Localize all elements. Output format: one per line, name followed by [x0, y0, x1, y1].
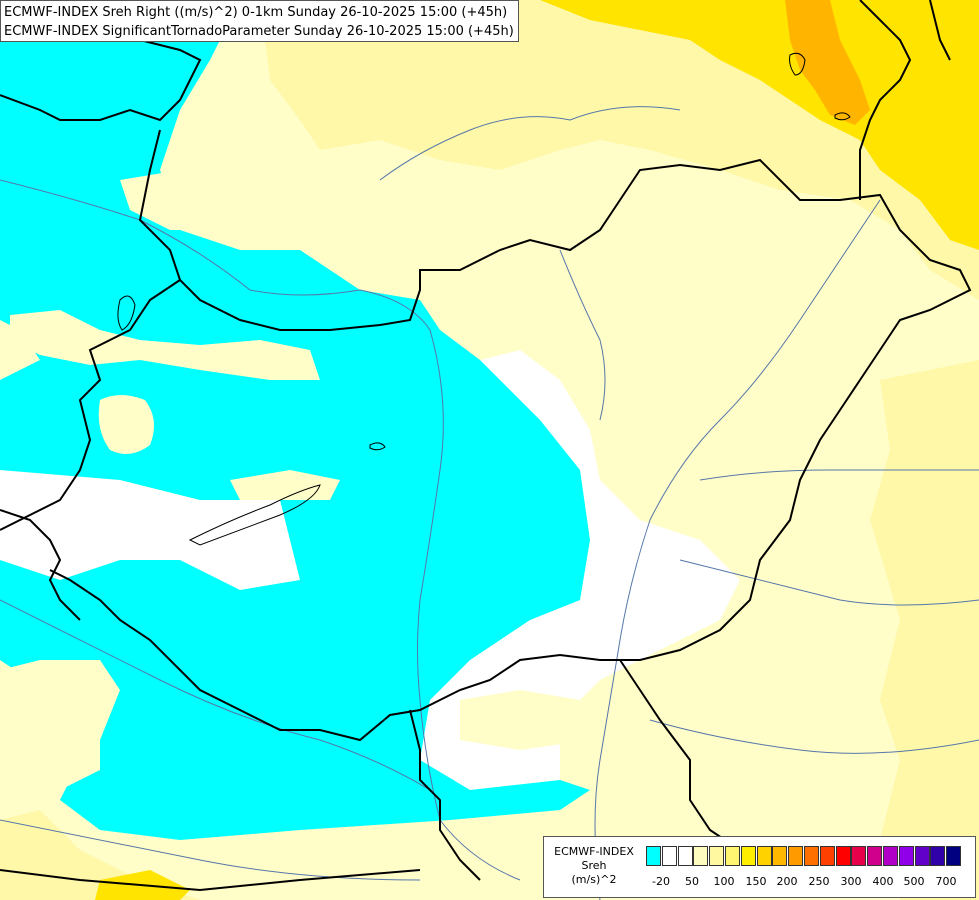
legend-swatch: [898, 846, 914, 866]
lake-small-center: [369, 442, 386, 451]
legend-swatch: [709, 846, 725, 866]
legend-tick-label: 300: [840, 875, 862, 888]
river-sava: [0, 819, 421, 881]
river-mures: [679, 559, 979, 606]
legend-swatch: [946, 846, 962, 866]
lake-northeast-2: [834, 112, 851, 121]
legend-swatch: [867, 846, 883, 866]
legend-swatch: [914, 846, 930, 866]
yellow-area-northeast: [540, 0, 979, 250]
legend-tick-label: -20: [652, 875, 670, 888]
legend-label-line-2: Sreh: [581, 859, 607, 872]
border-czech-austria: [49, 129, 972, 742]
yellow-island-oval: [98, 395, 154, 454]
white-area-center: [420, 350, 740, 790]
legend-tick-label: 700: [935, 875, 957, 888]
legend-swatch: [772, 846, 788, 866]
border-south-bosnia: [0, 869, 421, 892]
legend-label-line-1: ECMWF-INDEX: [554, 845, 634, 858]
yellow-area-southwest: [0, 810, 200, 900]
lakes: [117, 52, 851, 546]
border-austria-slovakia-hungary: [0, 39, 202, 122]
legend-tick-label: 400: [872, 875, 894, 888]
border-north-poland: [859, 0, 912, 200]
legend-swatch: [788, 846, 804, 866]
river-slovak: [559, 249, 606, 421]
lake-balaton: [188, 484, 321, 546]
legend-swatch: [740, 846, 756, 866]
legend-swatch: [756, 846, 772, 866]
yellow-island-west: [10, 310, 320, 380]
yellow-island-south: [460, 690, 590, 750]
orange-area-northeast: [785, 0, 870, 125]
river-north: [379, 106, 681, 181]
border-slovenia-croatia: [0, 509, 81, 621]
legend-swatch: [835, 846, 851, 866]
legend-swatch: [851, 846, 867, 866]
rivers: [0, 106, 979, 900]
yellow-area-southeast: [870, 360, 979, 900]
legend-swatch: [661, 846, 677, 866]
legend-tick-label: 500: [903, 875, 925, 888]
yellow-island-northwest: [120, 170, 220, 230]
river-tisza: [594, 199, 881, 900]
legend-tick-label: 250: [808, 875, 830, 888]
legend-tick-label: 150: [745, 875, 767, 888]
border-serbia: [409, 709, 481, 881]
map-title-box: ECMWF-INDEX Sreh Right ((m/s)^2) 0-1km S…: [0, 0, 519, 42]
lake-northeast: [789, 52, 806, 76]
yellow-island-southwest: [0, 660, 120, 800]
legend-tick-label: 100: [713, 875, 735, 888]
legend-swatch: [646, 846, 661, 866]
legend-swatch: [804, 846, 819, 866]
legend-swatch: [693, 846, 709, 866]
map-title-line-2: ECMWF-INDEX SignificantTornadoParameter …: [4, 24, 514, 39]
border-hungary-west: [0, 279, 181, 531]
color-legend: ECMWF-INDEX Sreh (m/s)^2 -20 50 100 150 200 2…: [543, 836, 976, 898]
legend-label-line-3: (m/s)^2: [571, 873, 617, 886]
legend-swatch: [883, 846, 898, 866]
river-south-east: [649, 719, 979, 754]
border-poland-ukraine: [929, 0, 951, 61]
river-east: [699, 469, 979, 481]
river-drava: [0, 599, 431, 791]
legend-swatch: [819, 846, 835, 866]
map-title-line-1: ECMWF-INDEX Sreh Right ((m/s)^2) 0-1km S…: [4, 5, 508, 20]
border-romania-serbia: [619, 659, 741, 851]
legend-swatch: [725, 846, 740, 866]
legend-tick-label: 200: [776, 875, 798, 888]
river-danube: [0, 179, 521, 881]
lake-neusiedl: [117, 295, 136, 331]
legend-label: ECMWF-INDEX Sreh (m/s)^2: [544, 845, 644, 887]
legend-swatch: [677, 846, 693, 866]
legend-swatch: [930, 846, 946, 866]
legend-tick-label: 50: [685, 875, 699, 888]
yellow-island-central: [230, 470, 340, 500]
